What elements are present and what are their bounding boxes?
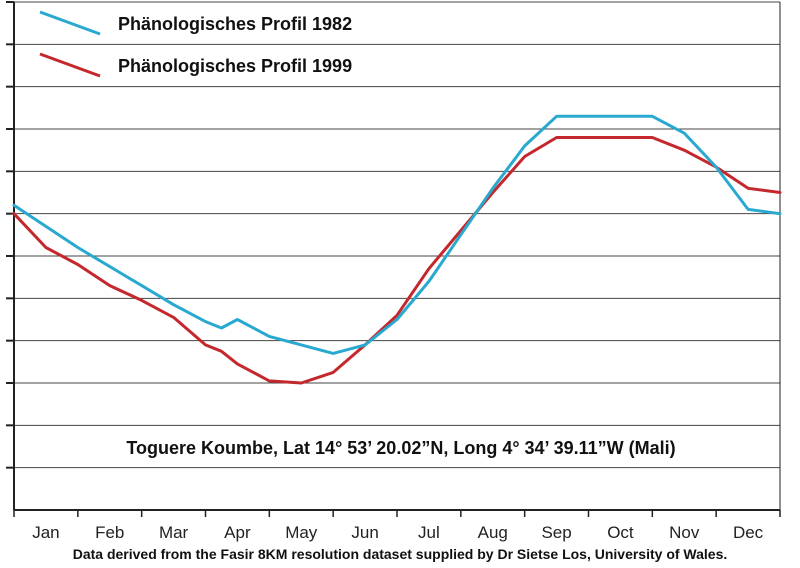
x-tick-label-aug: Aug — [478, 523, 508, 542]
legend-label-1982: Phänologisches Profil 1982 — [118, 14, 352, 34]
legend-label-1999: Phänologisches Profil 1999 — [118, 56, 352, 76]
legend: Phänologisches Profil 1982 Phänologische… — [39, 10, 352, 78]
x-tick-label-jul: Jul — [418, 523, 440, 542]
x-tick-label-apr: Apr — [224, 523, 251, 542]
x-tick-label-oct: Oct — [607, 523, 634, 542]
legend-swatch-1982 — [39, 10, 101, 36]
series-lines — [12, 114, 782, 385]
x-axis-tick-labels: Jan Feb Mar Apr May Jun Jul Aug Sep Oct Nov Dec — [32, 523, 763, 542]
series-line-1982 — [12, 114, 782, 355]
x-tick-label-jun: Jun — [351, 523, 378, 542]
x-tick-label-mar: Mar — [159, 523, 189, 542]
location-annotation: Toguere Koumbe, Lat 14° 53’ 20.02”N, Lon… — [126, 438, 675, 458]
x-tick-label-feb: Feb — [95, 523, 124, 542]
x-tick-label-nov: Nov — [669, 523, 700, 542]
gridlines — [6, 1, 781, 510]
x-axis-ticks — [13, 510, 781, 517]
data-source-footnote: Data derived from the Fasir 8KM resoluti… — [72, 546, 728, 562]
legend-swatch-1999 — [39, 52, 101, 78]
x-tick-label-dec: Dec — [733, 523, 764, 542]
series-line-1999 — [12, 136, 782, 385]
x-tick-label-may: May — [285, 523, 318, 542]
x-tick-label-sep: Sep — [541, 523, 571, 542]
x-tick-label-jan: Jan — [32, 523, 59, 542]
